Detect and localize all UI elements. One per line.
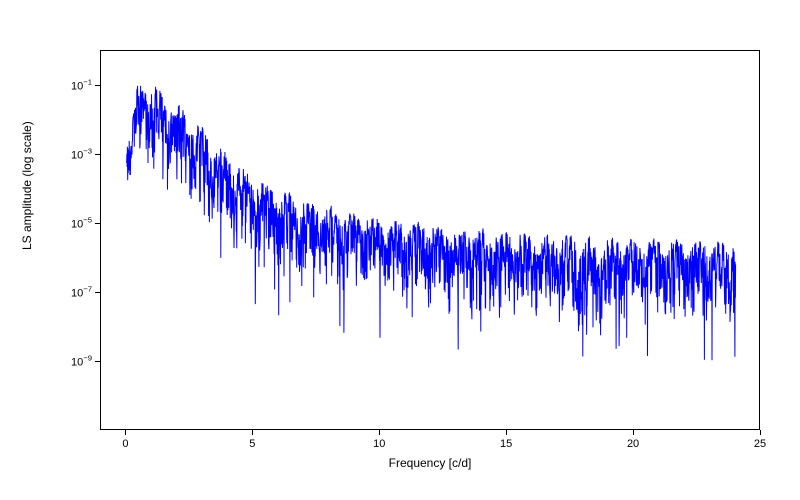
xtick-mark	[379, 430, 380, 435]
figure: Frequency [c/d] LS amplitude (log scale)…	[0, 0, 800, 500]
xtick-label: 20	[627, 438, 639, 450]
ytick-label: 10−9	[71, 354, 92, 369]
ytick-mark	[95, 292, 100, 293]
periodogram-line	[101, 51, 761, 431]
ytick-label: 10−1	[71, 77, 92, 92]
xtick-mark	[633, 430, 634, 435]
xtick-label: 0	[122, 438, 128, 450]
ytick-mark	[95, 361, 100, 362]
xtick-mark	[506, 430, 507, 435]
xtick-mark	[252, 430, 253, 435]
xtick-mark	[125, 430, 126, 435]
ytick-mark	[95, 154, 100, 155]
xtick-label: 25	[754, 438, 766, 450]
xtick-label: 15	[500, 438, 512, 450]
y-axis-label: LS amplitude (log scale)	[20, 230, 40, 250]
ytick-mark	[95, 223, 100, 224]
xtick-label: 10	[373, 438, 385, 450]
axes-area	[100, 50, 760, 430]
periodogram-path	[127, 86, 736, 361]
ytick-label: 10−5	[71, 215, 92, 230]
ytick-mark	[95, 85, 100, 86]
xtick-mark	[760, 430, 761, 435]
x-axis-label: Frequency [c/d]	[370, 456, 490, 470]
ytick-label: 10−7	[71, 284, 92, 299]
xtick-label: 5	[249, 438, 255, 450]
ytick-label: 10−3	[71, 146, 92, 161]
